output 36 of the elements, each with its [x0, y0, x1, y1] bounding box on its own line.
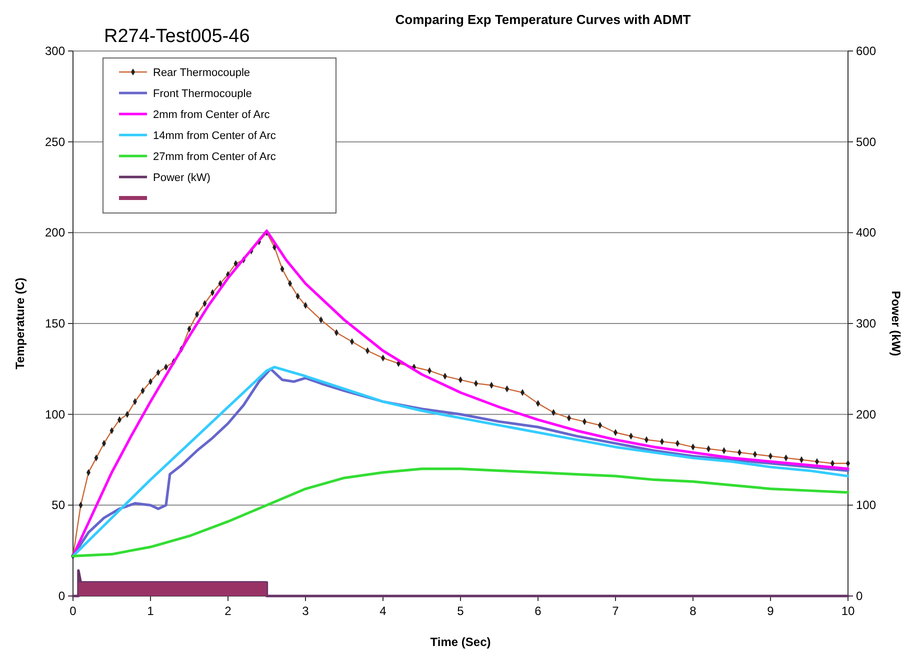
y-tick-label: 250: [44, 134, 66, 149]
y2-tick-label: 200: [856, 407, 876, 422]
y2-tick-label: 400: [856, 226, 876, 240]
x-tick-label: 10: [841, 604, 855, 618]
y2-axis-title: Power (kW): [889, 290, 903, 356]
x-tick-label: 4: [380, 604, 387, 618]
y2-tick-label: 0: [856, 589, 863, 603]
y-tick-label: 300: [44, 44, 66, 58]
y-tick-label: 0: [58, 589, 66, 603]
x-tick-label: 8: [690, 604, 697, 618]
legend-label: 14mm from Center of Arc: [153, 130, 276, 142]
x-tick-label: 2: [224, 604, 232, 618]
x-tick-label: 7: [612, 604, 620, 618]
legend-label: Rear Thermocouple: [153, 67, 250, 79]
y-axis-title: Temperature (C): [13, 278, 27, 370]
legend-label: Front Thermocouple: [153, 88, 252, 100]
y2-tick-label: 500: [856, 134, 876, 149]
x-tick-label: 1: [147, 604, 154, 618]
y-tick-label: 100: [44, 407, 66, 422]
y2-tick-label: 600: [856, 44, 876, 58]
legend-label: 27mm from Center of Arc: [153, 151, 276, 163]
x-axis-title: Time (Sec): [430, 635, 491, 649]
y-tick-label: 150: [44, 316, 66, 330]
y-tick-label: 50: [52, 498, 66, 512]
x-tick-label: 5: [457, 604, 464, 618]
chart-title: Comparing Exp Temperature Curves with ADMT: [395, 12, 691, 27]
text: R274-Test005-46: [104, 26, 250, 47]
x-tick-label: 9: [767, 604, 774, 618]
y-tick-label: 200: [44, 226, 66, 240]
legend-label: 2mm from Center of Arc: [153, 109, 270, 121]
y2-tick-label: 300: [856, 316, 876, 330]
legend-label: Power (kW): [153, 172, 210, 184]
x-tick-label: 6: [534, 604, 542, 618]
y2-tick-label: 100: [856, 498, 876, 512]
x-tick-label: 0: [70, 604, 77, 618]
x-tick-label: 3: [302, 604, 310, 618]
